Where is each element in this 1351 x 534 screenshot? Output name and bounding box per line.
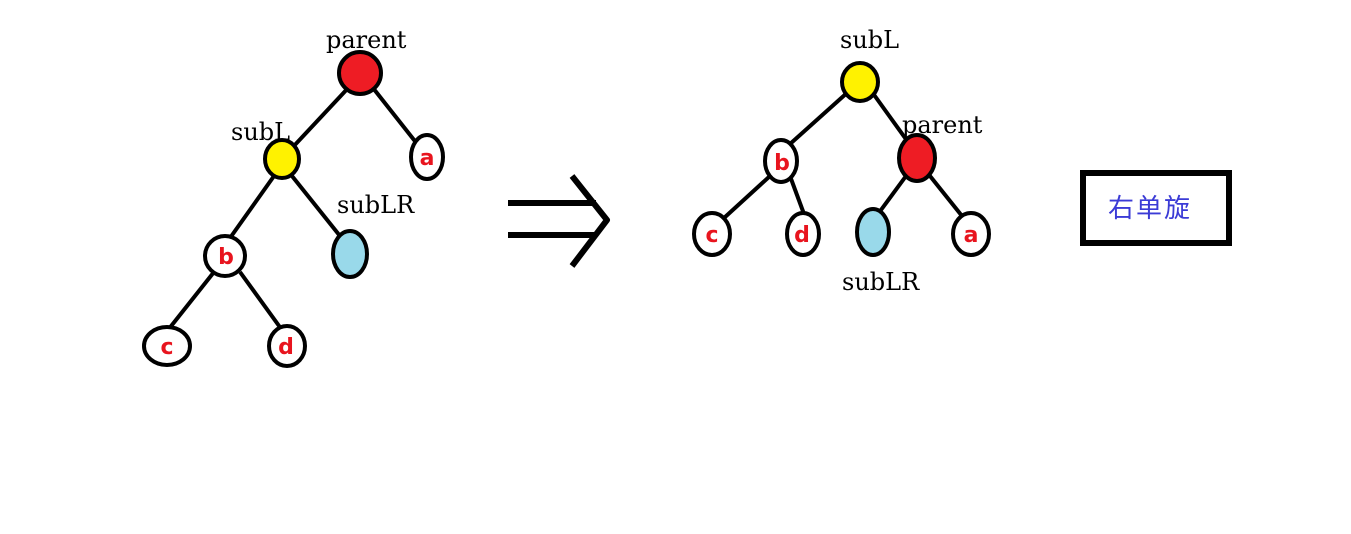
implies-arrow — [508, 174, 610, 268]
edge-subL-parent-after — [870, 90, 910, 144]
edge-subL-b-after — [788, 90, 850, 146]
edge-b-c — [166, 270, 216, 332]
before-tree: a b c d parent subL subLR — [142, 26, 445, 368]
node-subLR — [331, 229, 369, 279]
label-subLR: subLR — [337, 191, 415, 219]
edge-b-c-after — [722, 174, 772, 220]
label-parent: parent — [326, 26, 407, 54]
node-b-after — [763, 138, 799, 184]
label-subL: subL — [231, 118, 290, 146]
leaf-letter-b: b — [218, 245, 234, 270]
leaf-letter-a-after: a — [964, 223, 979, 248]
leaf-letter-d-after: d — [794, 223, 810, 248]
node-d-after — [785, 211, 821, 257]
node-c-after — [692, 211, 732, 257]
leaf-letter-d: d — [278, 335, 294, 360]
node-subL-after — [840, 61, 880, 103]
edge-subL-subLR — [290, 174, 342, 238]
leaf-letter-c-after: c — [705, 223, 718, 248]
leaf-letter-c: c — [160, 335, 173, 360]
node-subL — [263, 138, 301, 180]
node-parent-after — [897, 133, 937, 183]
node-a — [409, 133, 445, 181]
node-d — [267, 324, 307, 368]
edge-parent-subLR-after — [876, 174, 908, 216]
label-subLR-after: subLR — [842, 268, 920, 296]
edge-parent-subL — [290, 84, 352, 150]
node-c — [142, 325, 192, 367]
after-tree: b c d a subL parent subLR — [692, 26, 991, 296]
leaf-letter-a: a — [420, 146, 435, 171]
edge-subL-b — [228, 174, 276, 240]
node-parent — [337, 50, 383, 96]
edge-parent-a-after — [928, 174, 964, 218]
label-parent-after: parent — [902, 111, 983, 139]
edge-b-d — [238, 270, 284, 332]
caption-text: 右单旋 — [1107, 193, 1192, 224]
node-subLR-after — [855, 207, 891, 257]
node-b — [203, 234, 247, 278]
edge-b-d-after — [788, 175, 806, 215]
label-subL-after: subL — [840, 26, 899, 54]
leaf-letter-b-after: b — [774, 151, 790, 176]
edge-parent-a — [371, 86, 420, 147]
node-a-after — [951, 211, 991, 257]
caption-box: 右单旋 — [1080, 170, 1232, 246]
